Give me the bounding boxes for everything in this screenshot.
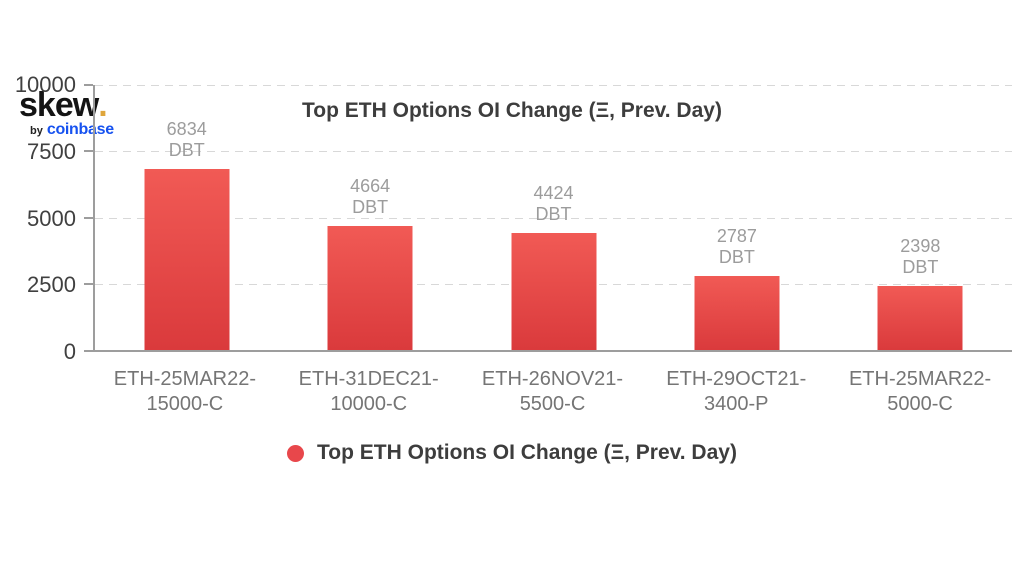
coinbase-wordmark: coinbase <box>46 121 114 138</box>
skew-brand-text: skew <box>19 86 99 124</box>
bar-value-label: 2787 DBT <box>716 226 757 268</box>
x-axis-label: ETH-26NOV21- 5500-C <box>481 368 624 415</box>
plot-area: 6834 DBT 4664 DBT 4424 DBT 2787 DBT 2398 DBT <box>84 84 1012 352</box>
y-axis-label: 0 <box>63 339 76 364</box>
y-axis-label: 5000 <box>27 205 76 231</box>
x-axis-label: ETH-25MAR22- 15000-C <box>113 368 257 415</box>
bar[interactable] <box>877 286 963 350</box>
legend-label: Top ETH Options OI Change (Ξ, Prev. Day) <box>317 441 737 464</box>
bar-slot: 4664 DBT <box>278 85 461 350</box>
bar-slot: 4424 DBT <box>462 85 645 350</box>
skew-logo-dot: . <box>98 86 108 124</box>
bar[interactable] <box>511 232 597 350</box>
x-axis-labels: ETH-25MAR22- 15000-C ETH-31DEC21- 10000-C ET… <box>93 367 1012 417</box>
bar[interactable] <box>144 168 230 350</box>
bar-slot: 2787 DBT <box>645 85 828 350</box>
y-axis-label: 10000 <box>14 72 76 97</box>
bar-value-label: 4424 DBT <box>533 182 574 224</box>
gridline <box>95 85 1012 86</box>
y-axis-tick <box>84 216 93 219</box>
bar-slot: 2398 DBT <box>829 85 1012 350</box>
legend-item[interactable]: Top ETH Options OI Change (Ξ, Prev. Day) <box>287 441 737 465</box>
bar[interactable] <box>694 276 780 350</box>
y-axis-labels: 0 2500 5000 7500 10000 <box>0 72 76 364</box>
y-axis-tick <box>84 150 93 153</box>
y-axis-tick <box>84 282 93 285</box>
byline-prefix: by <box>30 125 43 137</box>
gridline <box>95 217 1012 219</box>
logo-byline: by coinbase <box>30 122 114 138</box>
skew-wordmark: skew. <box>19 88 114 122</box>
x-axis-label: ETH-25MAR22- 5000-C <box>848 368 992 415</box>
skew-logo: skew. by coinbase <box>19 88 114 138</box>
bar-value-label: 6834 DBT <box>166 118 207 160</box>
y-axis-tick <box>84 84 93 86</box>
x-axis-label: ETH-31DEC21- 10000-C <box>298 368 439 415</box>
chart-title: Top ETH Options OI Change (Ξ, Prev. Day) <box>302 99 722 122</box>
y-axis-label: 7500 <box>27 138 76 164</box>
gridline <box>95 151 1012 153</box>
x-axis-label: ETH-29OCT21- 3400-P <box>666 368 807 415</box>
legend-marker <box>287 444 305 462</box>
legend: Top ETH Options OI Change (Ξ, Prev. Day) <box>0 441 1024 465</box>
bar-value-label: 2398 DBT <box>900 236 941 278</box>
y-axis-tick <box>84 350 93 352</box>
bar-value-label: 4664 DBT <box>350 176 391 218</box>
bar-slot: 6834 DBT <box>95 85 278 350</box>
y-axis-label: 2500 <box>27 272 76 298</box>
bars-layer: 6834 DBT 4664 DBT 4424 DBT 2787 DBT 2398 DBT <box>95 85 1012 350</box>
bar[interactable] <box>327 226 413 350</box>
